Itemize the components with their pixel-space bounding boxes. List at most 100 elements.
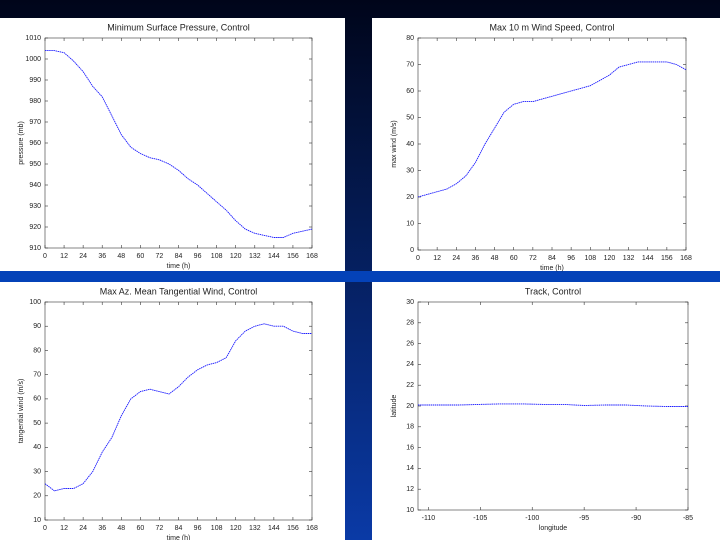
y-tick-label: 90 bbox=[33, 323, 41, 330]
x-tick-label: 12 bbox=[60, 253, 68, 260]
x-tick-label: 0 bbox=[416, 255, 420, 262]
y-tick-label: 80 bbox=[33, 347, 41, 354]
x-tick-label: 168 bbox=[306, 253, 318, 260]
y-tick-label: 930 bbox=[29, 203, 41, 210]
y-tick-label: 16 bbox=[406, 444, 414, 451]
x-tick-label: 84 bbox=[175, 253, 183, 260]
y-tick-label: 940 bbox=[29, 182, 41, 189]
y-tick-label: 40 bbox=[406, 141, 414, 148]
y-tick-label: 14 bbox=[406, 465, 414, 472]
y-axis-label: tangential wind (m/s) bbox=[18, 379, 25, 444]
x-tick-label: 24 bbox=[452, 255, 460, 262]
x-tick-label: 60 bbox=[136, 253, 144, 260]
x-tick-label: 12 bbox=[433, 255, 441, 262]
x-tick-label: 0 bbox=[43, 253, 47, 260]
y-tick-label: 40 bbox=[33, 444, 41, 451]
data-line bbox=[417, 61, 687, 198]
data-line bbox=[418, 403, 688, 407]
y-tick-label: 20 bbox=[33, 493, 41, 500]
y-tick-label: 30 bbox=[33, 468, 41, 475]
x-tick-label: 84 bbox=[175, 525, 183, 532]
x-tick-label: 72 bbox=[156, 525, 164, 532]
x-tick-label: 156 bbox=[287, 253, 299, 260]
y-tick-label: 50 bbox=[406, 114, 414, 121]
x-tick-label: 108 bbox=[584, 255, 596, 262]
data-line bbox=[44, 323, 312, 492]
y-tick-label: 60 bbox=[406, 88, 414, 95]
chart-title: Track, Control bbox=[525, 286, 581, 296]
x-tick-label: 84 bbox=[548, 255, 556, 262]
y-tick-label: 970 bbox=[29, 119, 41, 126]
x-tick-label: 144 bbox=[268, 525, 280, 532]
y-tick-label: 24 bbox=[406, 361, 414, 368]
y-tick-label: 910 bbox=[29, 245, 41, 252]
y-tick-label: 10 bbox=[33, 517, 41, 524]
x-tick-label: 144 bbox=[642, 255, 654, 262]
x-tick-label: 60 bbox=[510, 255, 518, 262]
panel bbox=[372, 282, 720, 540]
y-tick-label: 50 bbox=[33, 420, 41, 427]
y-tick-label: 22 bbox=[406, 382, 414, 389]
chart-title: Max Az. Mean Tangential Wind, Control bbox=[100, 286, 257, 296]
x-tick-label: 36 bbox=[472, 255, 480, 262]
y-tick-label: 1010 bbox=[25, 35, 41, 42]
x-tick-label: -105 bbox=[473, 515, 487, 522]
x-tick-label: 168 bbox=[680, 255, 692, 262]
x-tick-label: 168 bbox=[306, 525, 318, 532]
x-tick-label: 24 bbox=[79, 525, 87, 532]
y-tick-label: 60 bbox=[33, 396, 41, 403]
y-tick-label: 100 bbox=[29, 299, 41, 306]
x-tick-label: 48 bbox=[117, 525, 125, 532]
x-tick-label: 108 bbox=[211, 253, 223, 260]
y-tick-label: 28 bbox=[406, 320, 414, 327]
y-tick-label: 26 bbox=[406, 340, 414, 347]
x-tick-label: 132 bbox=[249, 525, 261, 532]
y-tick-label: 20 bbox=[406, 194, 414, 201]
y-tick-label: 990 bbox=[29, 77, 41, 84]
y-axis-label: latitude bbox=[391, 395, 398, 418]
x-tick-label: 48 bbox=[117, 253, 125, 260]
x-axis-label: longitude bbox=[539, 525, 568, 532]
y-tick-label: 980 bbox=[29, 98, 41, 105]
x-tick-label: 144 bbox=[268, 253, 280, 260]
x-tick-label: 132 bbox=[249, 253, 261, 260]
x-tick-label: 96 bbox=[194, 253, 202, 260]
x-tick-label: -85 bbox=[683, 515, 693, 522]
x-tick-label: 120 bbox=[604, 255, 616, 262]
x-tick-label: 36 bbox=[98, 525, 106, 532]
y-tick-label: 20 bbox=[406, 403, 414, 410]
y-tick-label: 920 bbox=[29, 224, 41, 231]
y-tick-label: 80 bbox=[406, 35, 414, 42]
x-axis-label: time (h) bbox=[167, 263, 191, 270]
panel bbox=[0, 18, 345, 271]
x-tick-label: 60 bbox=[136, 525, 144, 532]
y-tick-label: 1000 bbox=[25, 56, 41, 63]
x-axis-label: time (h) bbox=[540, 265, 564, 272]
x-tick-label: 12 bbox=[60, 525, 68, 532]
x-tick-label: -100 bbox=[525, 515, 539, 522]
x-tick-label: 48 bbox=[491, 255, 499, 262]
chart-title: Max 10 m Wind Speed, Control bbox=[489, 22, 614, 32]
x-tick-label: -95 bbox=[579, 515, 589, 522]
x-tick-label: 156 bbox=[661, 255, 673, 262]
x-tick-label: 96 bbox=[194, 525, 202, 532]
x-tick-label: 156 bbox=[287, 525, 299, 532]
y-tick-label: 30 bbox=[406, 167, 414, 174]
y-tick-label: 950 bbox=[29, 161, 41, 168]
y-tick-label: 10 bbox=[406, 220, 414, 227]
panel bbox=[0, 282, 345, 540]
x-tick-label: 36 bbox=[98, 253, 106, 260]
x-tick-label: 72 bbox=[156, 253, 164, 260]
y-tick-label: 30 bbox=[406, 299, 414, 306]
x-tick-label: 72 bbox=[529, 255, 537, 262]
divider bbox=[0, 271, 720, 282]
y-tick-label: 70 bbox=[33, 372, 41, 379]
x-tick-label: 108 bbox=[211, 525, 223, 532]
data-line bbox=[45, 50, 313, 238]
x-tick-label: 0 bbox=[43, 525, 47, 532]
y-axis-label: max wind (m/s) bbox=[391, 120, 398, 167]
y-tick-label: 960 bbox=[29, 140, 41, 147]
x-tick-label: -90 bbox=[631, 515, 641, 522]
x-tick-label: 120 bbox=[230, 253, 242, 260]
